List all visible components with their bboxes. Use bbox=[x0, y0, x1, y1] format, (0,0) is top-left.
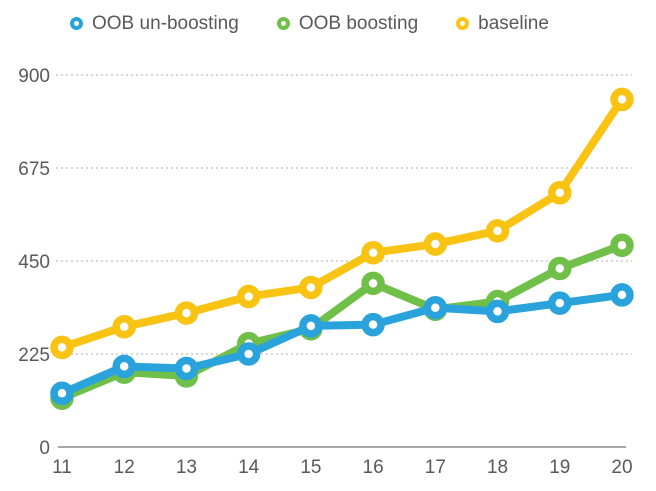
legend-label-oob-boosting: OOB boosting bbox=[298, 12, 419, 34]
x-tick-label: 20 bbox=[611, 457, 632, 478]
data-point bbox=[423, 232, 448, 256]
data-point bbox=[361, 312, 385, 337]
series-line-baseline bbox=[58, 95, 626, 352]
data-point bbox=[361, 271, 385, 296]
x-tick-label: 18 bbox=[487, 457, 508, 478]
data-point bbox=[610, 283, 634, 307]
legend-item-oob-un-boosting: OOB un-boosting bbox=[70, 14, 239, 33]
legend-item-oob-boosting: OOB boosting bbox=[276, 12, 419, 34]
x-tick-label: 14 bbox=[238, 457, 260, 478]
x-tick-label: 12 bbox=[114, 457, 135, 478]
data-point bbox=[485, 219, 510, 243]
data-point bbox=[299, 275, 323, 300]
data-point bbox=[299, 314, 323, 338]
x-tick-label: 16 bbox=[363, 457, 384, 478]
legend-label-oob-un-boosting: OOB un-boosting bbox=[92, 12, 239, 34]
data-point bbox=[174, 356, 199, 381]
y-tick-label: 450 bbox=[18, 252, 50, 273]
data-point bbox=[236, 284, 261, 309]
data-point bbox=[485, 299, 510, 324]
x-tick-label: 19 bbox=[549, 457, 570, 478]
line-chart: 0 225 450 675 900 11 12 13 14 15 16 17 18 19 20 bbox=[18, 66, 634, 478]
x-tick-label: 13 bbox=[176, 457, 197, 478]
x-tick-label: 11 bbox=[52, 457, 72, 478]
data-point bbox=[361, 240, 385, 265]
data-point bbox=[548, 291, 572, 315]
y-tick-label: 900 bbox=[18, 66, 50, 87]
data-point bbox=[112, 314, 136, 339]
data-point bbox=[423, 295, 448, 320]
legend-item-baseline: baseline bbox=[456, 14, 549, 33]
data-point bbox=[50, 381, 74, 406]
data-point bbox=[610, 233, 634, 258]
y-tick-label: 0 bbox=[39, 438, 50, 459]
data-point bbox=[174, 301, 199, 325]
series-line-oob-boosting bbox=[58, 241, 626, 403]
data-point bbox=[610, 87, 634, 112]
legend-marker-oob-boosting-icon bbox=[276, 16, 290, 30]
line-chart-area: 0 225 450 675 900 11 12 13 14 15 16 17 18 19 20 bbox=[0, 40, 656, 486]
series-line-oob-un-boosting bbox=[58, 290, 626, 398]
legend-marker-oob-un-boosting-icon bbox=[70, 16, 83, 30]
data-point bbox=[236, 342, 261, 366]
x-tick-label: 15 bbox=[300, 457, 321, 478]
chart-legend: OOB un-boosting OOB boosting baseline bbox=[70, 10, 656, 36]
data-point bbox=[112, 354, 136, 379]
legend-label-baseline: baseline bbox=[478, 12, 549, 34]
y-tick-label: 675 bbox=[18, 159, 50, 180]
legend-marker-baseline-icon bbox=[456, 16, 470, 30]
data-point bbox=[548, 256, 572, 281]
data-point bbox=[548, 181, 572, 205]
data-point bbox=[50, 335, 74, 360]
x-tick-label: 17 bbox=[425, 457, 446, 478]
y-tick-label: 225 bbox=[18, 345, 50, 366]
